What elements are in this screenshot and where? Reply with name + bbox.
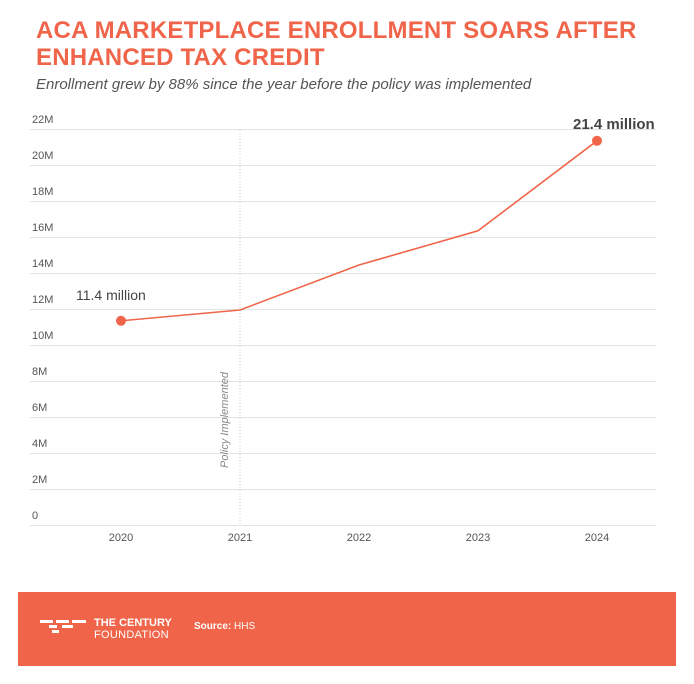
y-tick-label: 0 bbox=[32, 510, 38, 522]
y-tick-label: 10M bbox=[32, 330, 53, 342]
source-label: Source: bbox=[194, 621, 232, 632]
y-tick-label: 6M bbox=[32, 402, 47, 414]
source-note: Source: HHS bbox=[194, 621, 255, 632]
x-tick-label: 2020 bbox=[109, 532, 133, 544]
series-line bbox=[120, 140, 598, 322]
logo-line2: FOUNDATION bbox=[94, 629, 169, 641]
chart-title: ACA MARKETPLACE ENROLLMENT SOARS AFTER E… bbox=[36, 17, 637, 71]
footer-bar: THE CENTURY FOUNDATION Source: HHS bbox=[18, 592, 676, 666]
chart-subtitle: Enrollment grew by 88% since the year be… bbox=[36, 76, 532, 93]
y-tick-label: 2M bbox=[32, 474, 47, 486]
data-label-2020: 11.4 million bbox=[76, 287, 146, 303]
x-tick-label: 2024 bbox=[585, 532, 609, 544]
y-tick-label: 20M bbox=[32, 150, 53, 162]
y-tick-label: 18M bbox=[32, 186, 53, 198]
x-tick-label: 2022 bbox=[347, 532, 371, 544]
century-foundation-logo-icon bbox=[40, 620, 86, 633]
y-tick-label: 22M bbox=[32, 114, 53, 126]
x-tick-label: 2023 bbox=[466, 532, 490, 544]
logo-line1: THE CENTURY bbox=[94, 617, 172, 629]
data-point-marker bbox=[116, 315, 126, 326]
data-point-marker bbox=[592, 135, 602, 146]
logo-wordmark: THE CENTURY FOUNDATION bbox=[94, 617, 172, 641]
y-tick-label: 16M bbox=[32, 222, 53, 234]
policy-reference-label: Policy Implemented bbox=[219, 371, 231, 468]
y-tick-label: 4M bbox=[32, 438, 47, 450]
y-tick-label: 12M bbox=[32, 294, 53, 306]
line-chart: 0 2M 4M 6M 8M 10M 12M 14M 16M 18M 20M 22M Policy Imp… bbox=[30, 114, 656, 544]
x-tick-label: 2021 bbox=[228, 532, 252, 544]
data-label-2024: 21.4 million bbox=[573, 116, 655, 133]
source-value: HHS bbox=[234, 621, 256, 632]
y-tick-label: 8M bbox=[32, 366, 47, 378]
y-tick-label: 14M bbox=[32, 258, 53, 270]
